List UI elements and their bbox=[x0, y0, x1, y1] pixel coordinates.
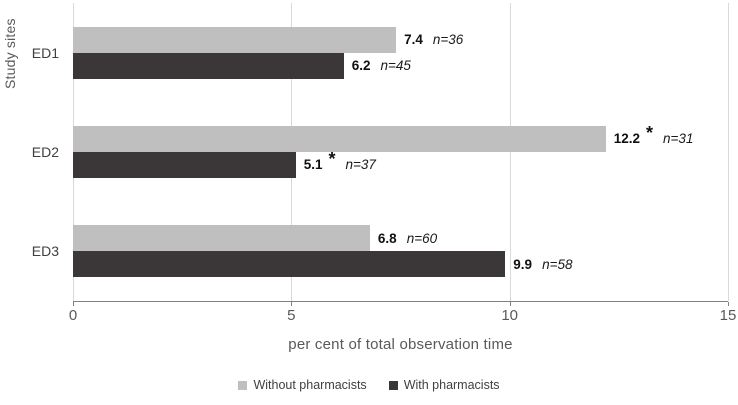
x-tick-label-10: 10 bbox=[501, 307, 518, 324]
tick-mark-x-10 bbox=[509, 302, 511, 306]
legend-swatch-with-pharmacists bbox=[388, 380, 398, 390]
x-axis-tick-labels: 0 5 10 15 bbox=[69, 307, 737, 325]
bar-with-pharmacists-ed2 bbox=[73, 151, 296, 178]
category-label-ed2: ED2 bbox=[31, 143, 59, 160]
x-axis-title: per cent of total observation time bbox=[288, 336, 513, 353]
bar-without-pharmacists-ed3 bbox=[73, 225, 370, 252]
bar-row-ed3-with-pharmacists: 9.9 n=58 bbox=[73, 251, 728, 278]
legend: Without pharmacists With pharmacists bbox=[0, 378, 738, 392]
tick-mark-x-15 bbox=[728, 302, 729, 306]
bar-row-ed3-without-pharmacists: 6.8 n=60 bbox=[73, 225, 728, 252]
category-axis-labels: ED1 ED2 ED3 bbox=[0, 3, 59, 301]
bar-value-label: 7.4 bbox=[404, 32, 423, 48]
bar-with-pharmacists-ed3 bbox=[73, 251, 506, 278]
category-label-ed1: ED1 bbox=[31, 44, 59, 61]
legend-item-with-pharmacists: With pharmacists bbox=[388, 378, 500, 392]
legend-label: With pharmacists bbox=[403, 378, 500, 392]
sample-size-label: n=37 bbox=[345, 157, 376, 173]
gridline-x-10 bbox=[509, 3, 511, 301]
bar-row-ed2-with-pharmacists: 5.1 * n=37 bbox=[73, 149, 728, 178]
bar-with-pharmacists-ed1 bbox=[73, 52, 344, 79]
tick-mark-x-0 bbox=[73, 302, 74, 306]
bar-without-pharmacists-ed1 bbox=[73, 26, 397, 53]
sample-size-label: n=36 bbox=[432, 32, 464, 48]
bar-label-ed3-with-pharmacists: 9.9 n=58 bbox=[513, 257, 572, 272]
bar-group-ed1: 7.4 n=36 6.2 n=45 bbox=[73, 3, 728, 102]
bar-label-ed1-with-pharmacists: 6.2 n=45 bbox=[352, 58, 411, 73]
sample-size-label: n=60 bbox=[406, 230, 438, 246]
bar-value-label: 6.2 bbox=[351, 58, 371, 74]
x-tick-label-5: 5 bbox=[287, 307, 296, 324]
bar-value-label: 12.2 bbox=[613, 131, 640, 147]
tick-mark-x-5 bbox=[291, 302, 293, 306]
sample-size-label: n=58 bbox=[542, 256, 573, 272]
bar-label-ed3-without-pharmacists: 6.8 n=60 bbox=[378, 231, 437, 246]
gridline-x-15 bbox=[728, 3, 729, 301]
category-label-ed3: ED3 bbox=[31, 243, 59, 260]
bar-row-ed1-with-pharmacists: 6.2 n=45 bbox=[73, 52, 728, 79]
bar-value-label: 5.1 bbox=[303, 157, 323, 173]
bar-label-ed2-with-pharmacists: 5.1 * n=37 bbox=[303, 149, 376, 173]
sample-size-label: n=45 bbox=[380, 58, 411, 74]
bar-label-ed1-without-pharmacists: 7.4 n=36 bbox=[404, 32, 463, 47]
bar-label-ed2-without-pharmacists: 12.2 * n=31 bbox=[613, 123, 694, 147]
x-tick-label-0: 0 bbox=[68, 307, 78, 324]
legend-swatch-without-pharmacists bbox=[238, 380, 248, 390]
plot-area: 7.4 n=36 6.2 n=45 12.2 * n=31 5.1 * n=37 6.8 n=60 9.… bbox=[73, 3, 729, 306]
x-tick-label-15: 15 bbox=[719, 307, 737, 324]
bar-value-label: 9.9 bbox=[513, 256, 533, 272]
bar-value-label: 6.8 bbox=[377, 230, 397, 246]
legend-item-without-pharmacists: Without pharmacists bbox=[238, 378, 367, 392]
bar-group-ed2: 12.2 * n=31 5.1 * n=37 bbox=[73, 102, 728, 201]
bar-row-ed2-without-pharmacists: 12.2 * n=31 bbox=[73, 123, 728, 152]
bar-without-pharmacists-ed2 bbox=[73, 125, 606, 152]
sample-size-label: n=31 bbox=[663, 131, 694, 147]
bar-group-ed3: 6.8 n=60 9.9 n=58 bbox=[73, 202, 728, 301]
legend-label: Without pharmacists bbox=[253, 378, 367, 392]
bar-row-ed1-without-pharmacists: 7.4 n=36 bbox=[73, 26, 728, 53]
